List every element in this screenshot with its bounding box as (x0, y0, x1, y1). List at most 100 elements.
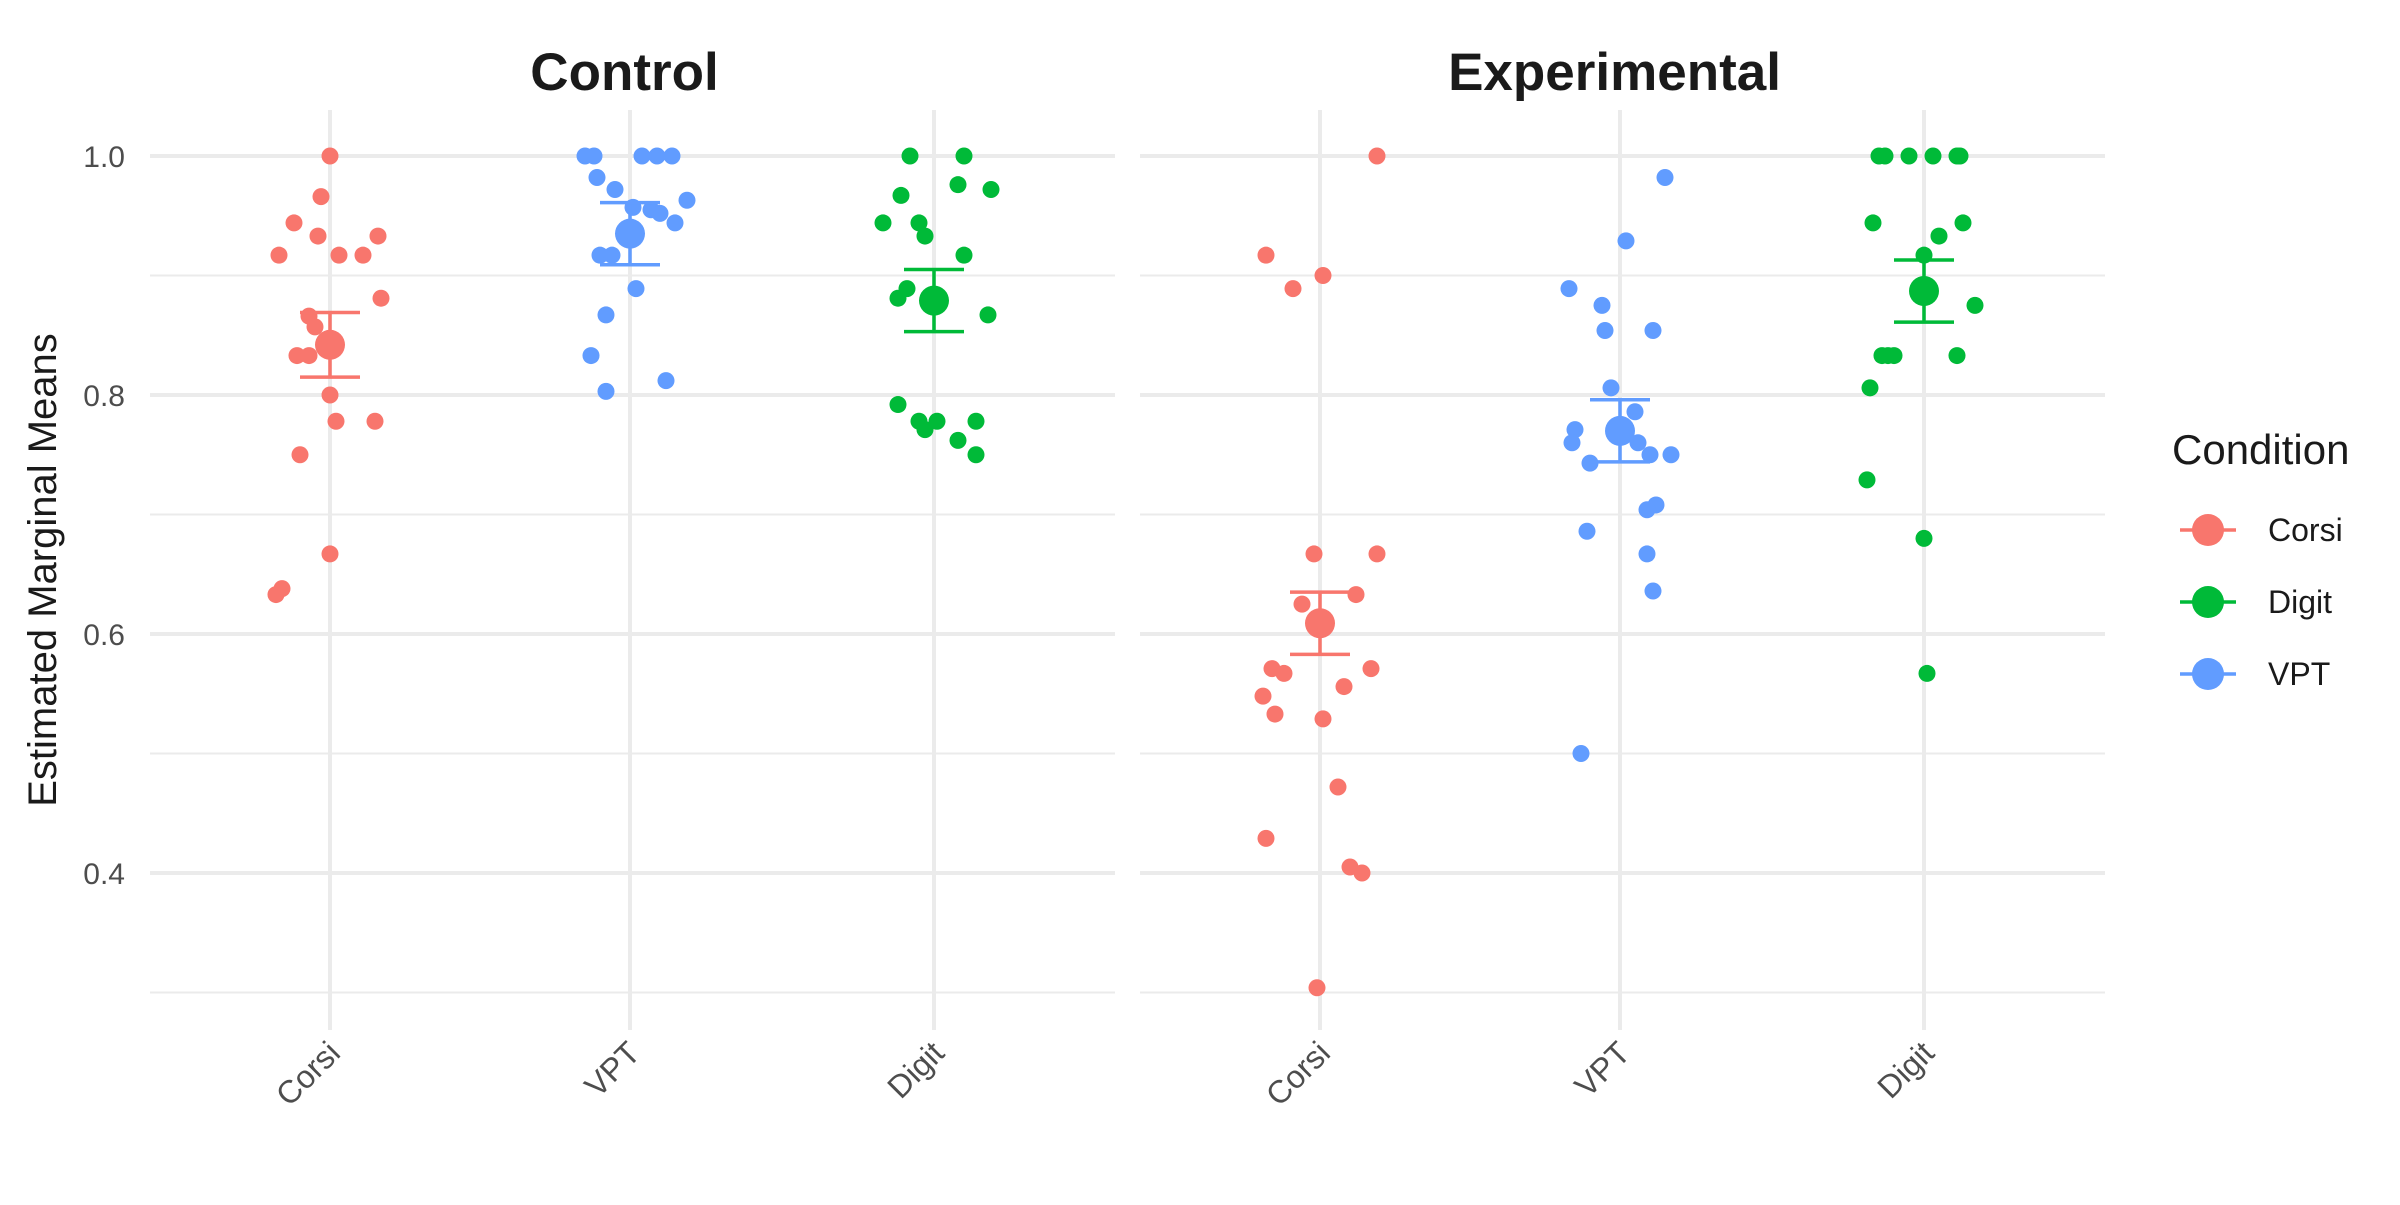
data-point (582, 347, 600, 365)
data-point (1617, 232, 1635, 250)
panel-title: Experimental (1448, 43, 1781, 102)
x-tick-label: Digit (1870, 1034, 1941, 1105)
y-tick-label: 0.8 (83, 380, 125, 413)
mean-point (919, 285, 949, 316)
data-point (678, 191, 696, 209)
data-point (366, 412, 384, 430)
data-point (955, 147, 973, 165)
data-point (1885, 347, 1903, 365)
data-point (1293, 595, 1311, 613)
data-point (901, 147, 919, 165)
data-point (874, 214, 892, 232)
data-point (633, 147, 651, 165)
data-point (285, 214, 303, 232)
legend-label: VPT (2268, 656, 2330, 692)
legend-key-dot (2192, 658, 2224, 690)
data-point (330, 246, 348, 264)
data-point (1572, 745, 1590, 762)
data-point (1284, 280, 1302, 298)
data-point (321, 545, 339, 563)
data-point (1266, 705, 1284, 723)
data-point (312, 188, 330, 206)
data-point (1305, 545, 1323, 563)
panel-title: Control (530, 43, 718, 102)
data-point (597, 382, 615, 400)
data-point (321, 386, 339, 404)
data-point (1368, 147, 1386, 165)
mean-point (1305, 608, 1335, 639)
data-point (1861, 379, 1879, 397)
data-point (651, 204, 669, 222)
legend-title: Condition (2172, 426, 2349, 473)
mean-point (615, 218, 645, 249)
data-point (606, 180, 624, 198)
data-point (1662, 446, 1680, 464)
legend-key-dot (2192, 586, 2224, 618)
y-axis-title: Estimated Marginal Means (21, 333, 65, 807)
data-point (1596, 321, 1614, 339)
mean-point (1605, 415, 1635, 446)
data-point (1876, 147, 1894, 165)
data-point (591, 246, 609, 264)
data-point (267, 586, 285, 604)
data-point (291, 446, 309, 464)
data-point (585, 147, 603, 165)
data-point (1644, 582, 1662, 600)
data-point (1257, 829, 1275, 847)
data-point (1954, 214, 1972, 232)
data-point (910, 214, 928, 232)
data-point (1257, 246, 1275, 264)
legend-label: Corsi (2268, 512, 2343, 548)
data-point (1924, 147, 1942, 165)
data-point (1915, 529, 1933, 547)
data-point (657, 372, 675, 390)
x-tick-label: Corsi (1259, 1034, 1337, 1112)
data-point (979, 306, 997, 324)
data-point (369, 227, 387, 245)
data-point (949, 431, 967, 449)
data-point (955, 246, 973, 264)
data-point (1335, 678, 1353, 696)
data-point (1930, 227, 1948, 245)
data-point (1641, 446, 1659, 464)
data-point (306, 318, 324, 336)
mean-point (315, 329, 345, 360)
mean-point (1909, 276, 1939, 307)
data-point (1900, 147, 1918, 165)
y-tick-label: 0.4 (83, 858, 125, 891)
data-point (1329, 778, 1347, 796)
data-point (1966, 296, 1984, 314)
data-point (288, 347, 306, 365)
data-point (949, 176, 967, 194)
data-point (1626, 403, 1644, 421)
data-point (354, 246, 372, 264)
data-point (327, 412, 345, 430)
y-tick-label: 0.6 (83, 619, 125, 652)
data-point (967, 412, 985, 430)
data-point (1638, 545, 1656, 563)
data-point (1638, 501, 1656, 519)
data-point (270, 246, 288, 264)
marks-layer (267, 147, 1984, 997)
data-point (1948, 347, 1966, 365)
data-point (1629, 434, 1647, 452)
data-point (1362, 660, 1380, 678)
data-point (889, 396, 907, 414)
legend-key-dot (2192, 514, 2224, 546)
data-point (892, 186, 910, 204)
data-point (889, 289, 907, 307)
x-tick-label: VPT (1567, 1034, 1636, 1103)
data-point (1656, 169, 1674, 187)
data-point (666, 214, 684, 232)
legend: Condition Corsi Digit VPT (2172, 426, 2349, 692)
data-point (1560, 280, 1578, 298)
data-point (916, 227, 934, 245)
data-point (627, 280, 645, 298)
data-point (1314, 267, 1332, 284)
data-point (1566, 421, 1584, 439)
data-point (967, 446, 985, 464)
x-tick-label: Digit (880, 1034, 951, 1105)
data-point (982, 180, 1000, 198)
data-point (1644, 321, 1662, 339)
